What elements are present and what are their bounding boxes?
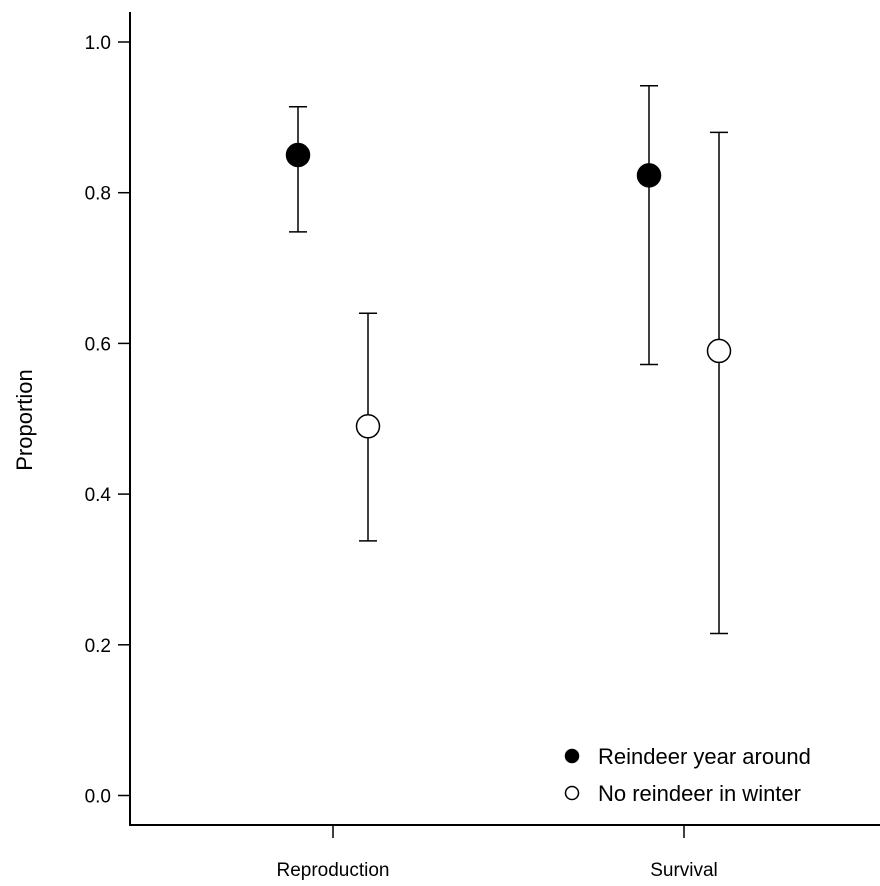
legend: Reindeer year around No reindeer in winte… bbox=[564, 744, 811, 806]
x-ticks: Reproduction Survival bbox=[276, 825, 718, 881]
x-tick-label-1: Survival bbox=[650, 860, 718, 881]
y-axis-title: Proportion bbox=[12, 369, 37, 471]
legend-label-1: Reindeer year around bbox=[598, 744, 811, 769]
legend-label-2: No reindeer in winter bbox=[598, 781, 801, 806]
y-tick-label-2: 0.4 bbox=[85, 485, 112, 506]
y-tick-label-0: 0.0 bbox=[85, 787, 111, 808]
axes: 0.00.20.40.60.81.0 Reproduction Survival … bbox=[12, 12, 880, 881]
y-ticks: 0.0 0.2 0.4 0.6 0.8 1.0 bbox=[85, 33, 130, 808]
series-1-reproduction-point bbox=[285, 142, 311, 168]
series-2-survival-point bbox=[706, 338, 732, 364]
y-tick-label-4: 0.8 bbox=[85, 184, 111, 205]
plot-marks bbox=[285, 84, 732, 635]
y-tick-label-5: 1.0 bbox=[85, 33, 111, 54]
series-2-reproduction-point bbox=[355, 414, 381, 439]
legend-marker-1 bbox=[564, 748, 580, 764]
x-tick-label-0: Reproduction bbox=[276, 860, 389, 881]
legend-marker-2 bbox=[564, 785, 580, 801]
series-1-survival-point bbox=[636, 163, 662, 188]
y-tick-label-1: 0.2 bbox=[85, 636, 111, 657]
y-tick-label-3: 0.6 bbox=[85, 334, 111, 355]
